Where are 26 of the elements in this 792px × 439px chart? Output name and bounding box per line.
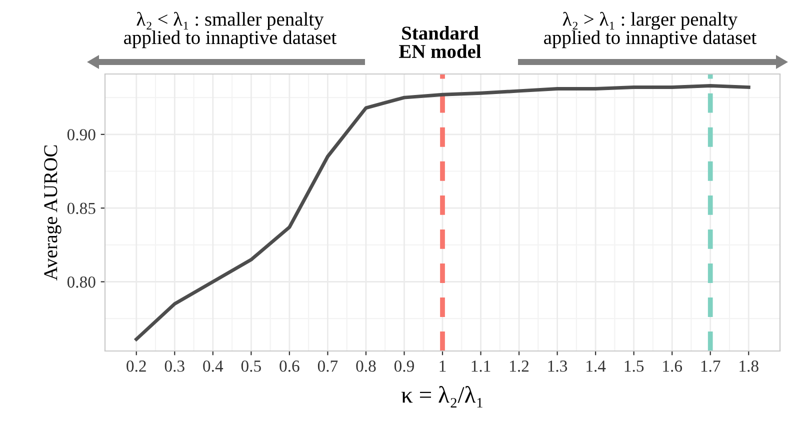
x-tick-label: 1.5	[624, 360, 644, 372]
text: Standard EN model	[399, 26, 481, 58]
text: λ₂ > λ₁ : larger penalty applied to innaptive dataset	[544, 12, 757, 48]
x-tick-label: 1.6	[663, 360, 682, 372]
x-tick-label: 1.8	[740, 360, 758, 372]
x-tick-label: 0.8	[356, 360, 376, 372]
x-tick-label: 1.2	[510, 360, 529, 372]
x-tick-label: 0.2	[126, 360, 146, 372]
y-axis-title: Average AUROC	[44, 145, 62, 280]
x-tick-label: 1.7	[701, 360, 720, 372]
x-tick-label: 0.3	[164, 360, 184, 372]
y-tick-label: 0.85	[67, 202, 96, 214]
x-tick-label: 0.5	[241, 360, 261, 372]
x-tick-label: 1.4	[586, 360, 606, 372]
x-tick-label: 1.3	[548, 360, 568, 372]
x-tick-label: 1.1	[472, 360, 490, 372]
text: λ₂ < λ₁ : smaller penalty applied to innaptive dataset	[124, 12, 337, 48]
x-tick-label: 1	[440, 360, 446, 372]
x-tick-label: 0.9	[394, 360, 414, 372]
x-tick-label: 0.6	[280, 360, 300, 372]
y-tick-label: 0.90	[67, 129, 96, 140]
y-tick-label: 0.80	[67, 276, 96, 288]
x-tick-label: 0.7	[318, 360, 338, 372]
x-axis-title: κ = λ₂/λ₁	[401, 386, 482, 408]
x-tick-label: 0.4	[203, 360, 224, 372]
line-series	[134, 84, 750, 341]
